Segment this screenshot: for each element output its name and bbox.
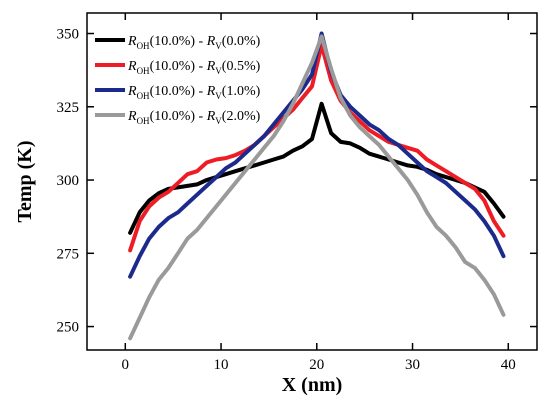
x-tick-label: 20: [309, 357, 324, 373]
legend-text-part: (2.0%): [222, 109, 261, 124]
y-tick-label: 250: [57, 320, 80, 336]
series-line-1: [128, 43, 506, 253]
y-tick-label: 300: [57, 173, 80, 189]
series-line-3: [128, 34, 506, 341]
legend-text-part: OH: [137, 41, 150, 51]
legend-text-part: (10.0%) -: [150, 84, 207, 99]
legend-text-part: R: [206, 59, 216, 74]
legend-text-part: V: [215, 41, 222, 51]
legend-text-part: V: [215, 66, 222, 76]
legend-entry-3: ROH(10.0%) - RV(2.0%): [127, 109, 261, 126]
x-tick-label: 30: [405, 357, 420, 373]
x-axis-title: X (nm): [282, 374, 343, 396]
legend-text-part: R: [206, 84, 216, 99]
y-tick-label: 350: [57, 27, 80, 43]
legend-entry-2: ROH(10.0%) - RV(1.0%): [127, 84, 261, 101]
legend-text-part: (0.0%): [222, 34, 261, 49]
legend-text-part: (1.0%): [222, 84, 261, 99]
legend-text-part: (10.0%) -: [150, 34, 207, 49]
legend-text-part: (0.5%): [222, 59, 261, 74]
legend-text-part: R: [127, 84, 137, 99]
legend-text-part: R: [127, 59, 137, 74]
legend-text-part: OH: [137, 91, 150, 101]
legend: ROH(10.0%) - RV(0.0%)ROH(10.0%) - RV(0.5…: [95, 34, 261, 126]
legend-text-part: R: [206, 34, 216, 49]
y-tick-label: 325: [57, 100, 80, 116]
legend-text-part: R: [127, 109, 137, 124]
legend-text-part: (10.0%) -: [150, 59, 207, 74]
series-line-0: [128, 101, 506, 235]
legend-text-part: V: [215, 116, 222, 126]
x-tick-label: 0: [122, 357, 130, 373]
plot-frame: [86, 12, 538, 351]
legend-text-part: (10.0%) -: [150, 109, 207, 124]
legend-entry-0: ROH(10.0%) - RV(0.0%): [127, 34, 261, 51]
series-layer: [128, 31, 506, 341]
x-tick-label: 10: [214, 357, 229, 373]
legend-text-part: R: [127, 34, 137, 49]
legend-text-part: R: [206, 109, 216, 124]
legend-entry-1: ROH(10.0%) - RV(0.5%): [127, 59, 261, 76]
y-tick-label: 275: [57, 246, 80, 262]
ticks-layer: 0 10 20 30 40 250 275 300 325 350: [57, 13, 537, 373]
legend-text-part: OH: [137, 66, 150, 76]
legend-text-part: V: [215, 91, 222, 101]
legend-text-part: OH: [137, 116, 150, 126]
y-axis-title: Temp (K): [14, 140, 36, 222]
x-tick-label: 40: [501, 357, 516, 373]
